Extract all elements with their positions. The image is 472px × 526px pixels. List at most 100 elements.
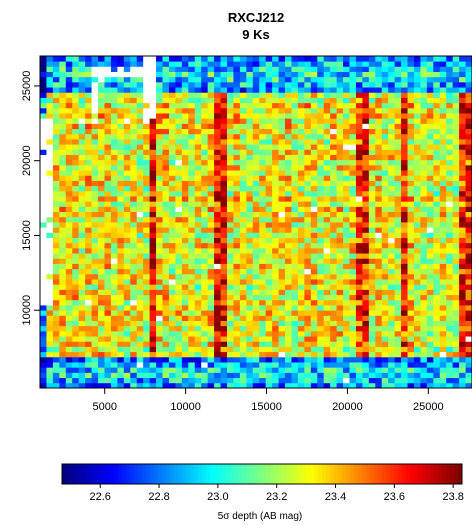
heatmap-cell (285, 222, 292, 228)
heatmap-cell (265, 180, 273, 187)
heatmap-cell (181, 294, 189, 301)
heatmap-cell (452, 247, 460, 254)
heatmap-cell (175, 294, 183, 301)
heatmap-cell (446, 320, 454, 327)
heatmap-cell (323, 320, 331, 327)
heatmap-cell (433, 273, 441, 280)
heatmap-cell (401, 294, 408, 301)
colorbar-segment (306, 464, 311, 484)
heatmap-cell (265, 128, 273, 135)
heatmap-cell (220, 222, 228, 228)
heatmap-cell (181, 149, 189, 155)
colorbar-segment (234, 464, 239, 484)
colorbar-segment (238, 464, 243, 484)
heatmap-cell (297, 310, 305, 316)
heatmap-cell (343, 351, 350, 358)
heatmap-cell (110, 76, 118, 83)
heatmap-cell (214, 180, 221, 187)
heatmap-cell (459, 56, 466, 62)
heatmap-cell (394, 170, 402, 176)
heatmap-cell (52, 232, 60, 238)
heatmap-cell (259, 154, 267, 161)
heatmap-cell (46, 382, 54, 389)
heatmap-cell (46, 128, 54, 135)
heatmap-cell (207, 175, 215, 181)
heatmap-cell (40, 284, 47, 290)
heatmap-cell (194, 351, 202, 358)
heatmap-cell (181, 367, 189, 373)
heatmap-cell (149, 362, 157, 368)
heatmap-cell (40, 154, 47, 161)
heatmap-cell (168, 325, 176, 332)
heatmap-cell (98, 263, 105, 270)
heatmap-cell (168, 242, 176, 249)
heatmap-cell (304, 97, 312, 104)
heatmap-cell (272, 341, 279, 347)
heatmap-cell (130, 362, 138, 368)
heatmap-cell (59, 372, 67, 379)
heatmap-cell (40, 279, 47, 285)
heatmap-cell (175, 279, 183, 285)
heatmap-cell (452, 253, 460, 259)
heatmap-cell (91, 196, 99, 202)
heatmap-cell (388, 92, 396, 98)
heatmap-cell (91, 341, 99, 347)
heatmap-cell (259, 128, 267, 135)
heatmap-cell (162, 107, 170, 114)
heatmap-cell (207, 190, 215, 197)
heatmap-cell (98, 201, 105, 207)
heatmap-cell (368, 284, 376, 290)
heatmap-cell (285, 196, 292, 202)
heatmap-cell (297, 196, 305, 202)
heatmap-cell (323, 356, 331, 363)
heatmap-cell (130, 61, 138, 67)
heatmap-cell (181, 154, 189, 161)
heatmap-cell (413, 128, 421, 135)
heatmap-cell (426, 76, 434, 83)
heatmap-cell (252, 66, 260, 72)
heatmap-cell (156, 294, 163, 301)
heatmap-cell (452, 320, 460, 327)
heatmap-cell (291, 284, 299, 290)
heatmap-cell (162, 113, 170, 119)
heatmap-cell (368, 372, 376, 379)
heatmap-cell (336, 133, 344, 140)
heatmap-cell (452, 273, 460, 280)
heatmap-cell (465, 325, 472, 332)
heatmap-cell (52, 180, 60, 187)
heatmap-cell (439, 107, 447, 114)
heatmap-cell (459, 107, 466, 114)
heatmap-cell (214, 81, 221, 88)
heatmap-cell (156, 325, 163, 332)
heatmap-cell (220, 382, 228, 389)
heatmap-cell (143, 284, 151, 290)
heatmap-cell (310, 107, 318, 114)
heatmap-cell (59, 377, 67, 384)
heatmap-cell (239, 356, 247, 363)
heatmap-cell (459, 113, 466, 119)
heatmap-cell (413, 336, 421, 342)
heatmap-cell (265, 154, 273, 161)
heatmap-cell (188, 341, 196, 347)
heatmap-cell (233, 263, 241, 270)
heatmap-cell (214, 144, 221, 150)
heatmap-cell (214, 377, 221, 384)
colorbar (62, 464, 463, 484)
heatmap-cell (439, 97, 447, 104)
heatmap-cell (59, 102, 67, 109)
heatmap-cell (317, 118, 325, 124)
heatmap-cell (278, 222, 286, 228)
heatmap-cell (226, 356, 234, 363)
heatmap-cell (207, 346, 215, 353)
heatmap-cell (136, 242, 144, 249)
heatmap-cell (233, 232, 241, 238)
heatmap-cell (149, 346, 157, 353)
heatmap-cell (407, 320, 415, 327)
heatmap-cell (304, 71, 312, 78)
heatmap-cell (323, 351, 331, 358)
heatmap-cell (233, 154, 241, 161)
colorbar-segment (98, 464, 103, 484)
heatmap-cell (413, 185, 421, 192)
heatmap-cell (220, 97, 228, 104)
